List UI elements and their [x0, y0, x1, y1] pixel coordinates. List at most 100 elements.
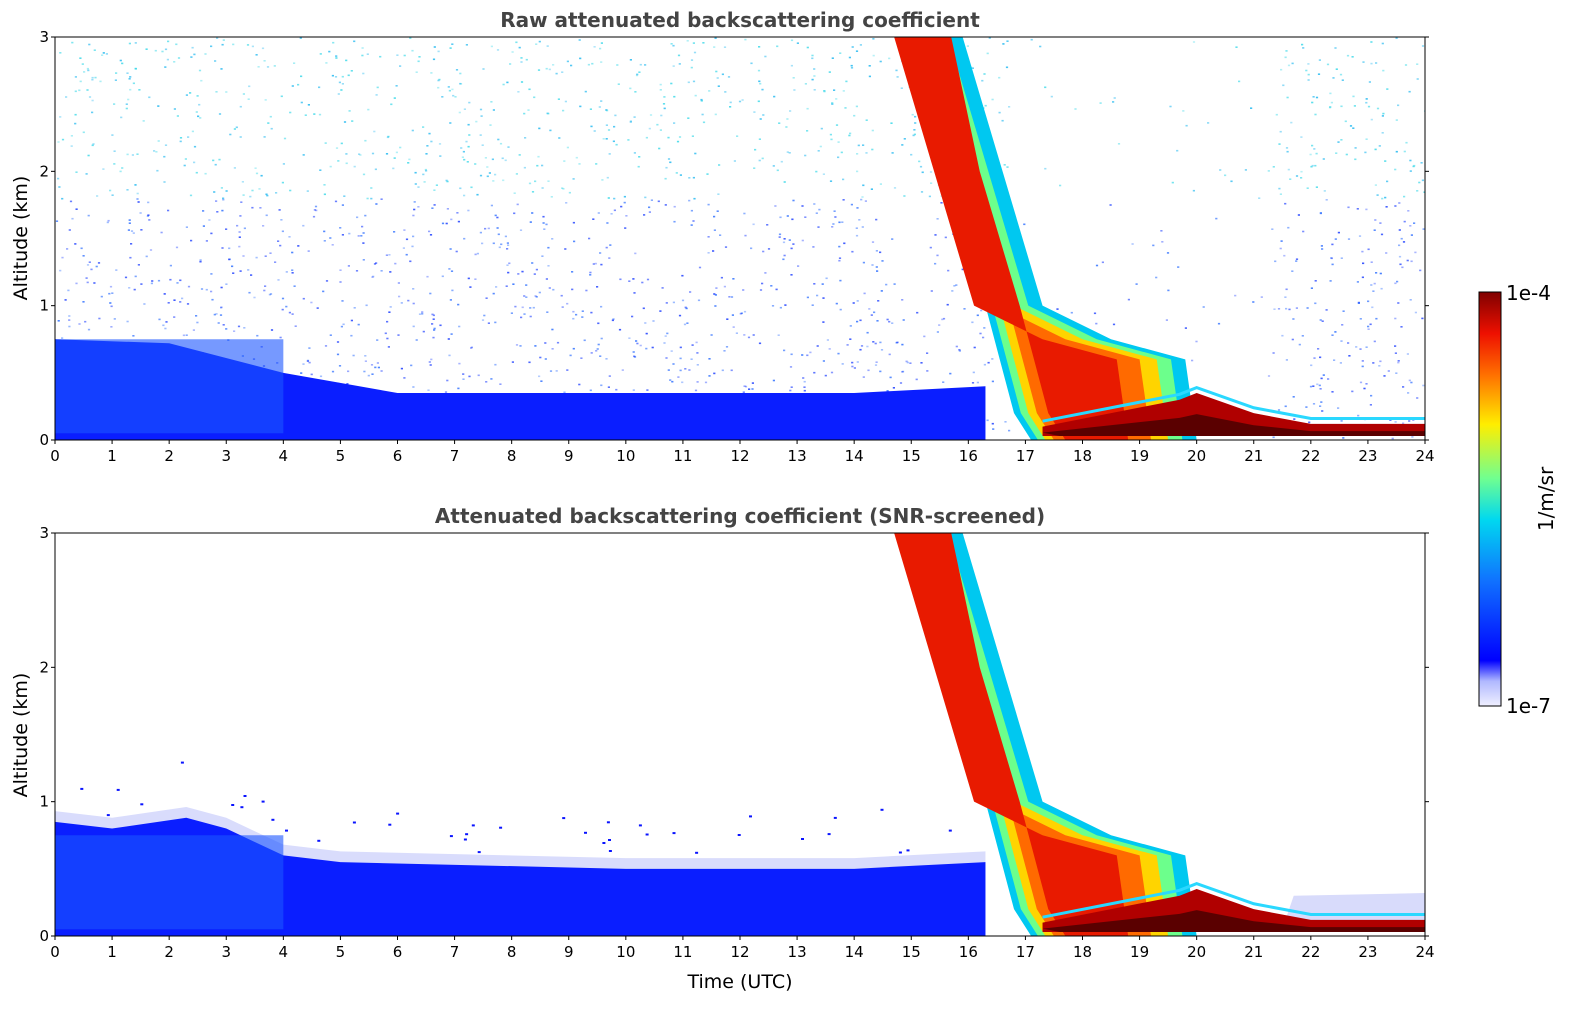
noise-speck	[724, 91, 727, 93]
noise-speck	[664, 204, 667, 206]
noise-speck	[353, 165, 356, 168]
noise-speck	[317, 839, 321, 842]
noise-speck	[219, 314, 223, 316]
noise-speck	[151, 280, 154, 282]
cloud-plume-core	[894, 37, 1129, 440]
noise-speck	[543, 228, 546, 230]
noise-speck	[486, 166, 489, 168]
noise-speck	[302, 224, 305, 227]
noise-speck	[323, 240, 326, 242]
noise-speck	[930, 290, 933, 292]
noise-speck	[1367, 325, 1370, 328]
noise-speck	[790, 39, 794, 42]
noise-speck	[835, 124, 839, 126]
noise-speck	[903, 195, 906, 197]
noise-speck	[1335, 152, 1338, 154]
noise-speck	[1370, 62, 1373, 65]
noise-speck	[1346, 54, 1350, 57]
noise-speck	[1368, 81, 1371, 83]
noise-speck	[697, 299, 701, 302]
noise-speck	[980, 309, 983, 312]
noise-speck	[444, 391, 448, 393]
noise-speck	[496, 216, 499, 219]
noise-speck	[520, 81, 524, 83]
noise-speck	[1309, 153, 1312, 156]
noise-speck	[198, 69, 202, 72]
noise-speck	[670, 82, 673, 85]
noise-speck	[575, 313, 578, 316]
noise-speck	[468, 375, 471, 378]
noise-speck	[716, 210, 719, 212]
noise-speck	[708, 90, 711, 92]
noise-speck	[291, 85, 294, 87]
noise-speck	[941, 318, 944, 321]
noise-speck	[64, 299, 67, 301]
noise-speck	[955, 284, 958, 286]
noise-speck	[85, 277, 88, 279]
noise-speck	[665, 357, 668, 359]
noise-speck	[687, 117, 690, 119]
noise-speck	[1312, 385, 1315, 387]
noise-speck	[482, 68, 485, 70]
noise-speck	[360, 235, 363, 237]
noise-speck	[435, 184, 438, 186]
noise-speck	[185, 334, 188, 336]
noise-speck	[891, 152, 894, 154]
noise-speck	[86, 67, 89, 70]
noise-speck	[1384, 160, 1387, 162]
noise-speck	[849, 338, 852, 340]
noise-speck	[488, 172, 491, 174]
noise-speck	[666, 332, 669, 335]
noise-speck	[583, 339, 586, 342]
noise-speck	[255, 54, 258, 56]
noise-speck	[645, 136, 648, 139]
y-axis-label: Altitude (km)	[10, 673, 32, 798]
x-tick-label: 11	[673, 943, 692, 961]
noise-speck	[494, 173, 497, 176]
noise-speck	[323, 193, 326, 196]
noise-speck	[692, 80, 696, 83]
noise-speck	[285, 829, 288, 832]
noise-speck	[1275, 113, 1278, 116]
noise-speck	[437, 79, 440, 82]
noise-speck	[281, 308, 284, 311]
noise-speck	[187, 285, 191, 288]
noise-speck	[70, 145, 73, 147]
noise-speck	[1398, 202, 1401, 204]
noise-speck	[620, 205, 623, 208]
noise-speck	[221, 209, 224, 212]
noise-speck	[81, 63, 84, 65]
noise-speck	[742, 289, 745, 291]
noise-speck	[225, 228, 228, 230]
noise-speck	[1379, 272, 1382, 275]
noise-speck	[600, 61, 603, 63]
noise-speck	[811, 57, 814, 60]
noise-speck	[638, 71, 641, 73]
noise-speck	[1409, 159, 1412, 162]
noise-speck	[1215, 217, 1218, 220]
noise-speck	[455, 250, 458, 253]
noise-speck	[115, 269, 118, 271]
x-tick-label: 24	[1415, 447, 1434, 465]
noise-speck	[1279, 193, 1282, 195]
noise-speck	[1008, 429, 1011, 432]
noise-speck	[1250, 107, 1253, 109]
noise-speck	[86, 264, 90, 266]
noise-speck	[380, 198, 383, 200]
noise-speck	[325, 280, 329, 282]
noise-speck	[273, 65, 276, 67]
noise-speck	[474, 278, 477, 280]
noise-speck	[811, 304, 814, 306]
noise-speck	[173, 299, 176, 301]
noise-speck	[225, 283, 228, 285]
noise-speck	[139, 212, 142, 214]
noise-speck	[833, 210, 836, 212]
noise-speck	[410, 364, 413, 367]
noise-speck	[532, 306, 535, 309]
noise-speck	[685, 307, 688, 310]
noise-speck	[345, 153, 348, 155]
noise-speck	[119, 170, 122, 173]
noise-speck	[1135, 283, 1138, 285]
noise-speck	[484, 157, 487, 159]
noise-speck	[888, 353, 891, 356]
